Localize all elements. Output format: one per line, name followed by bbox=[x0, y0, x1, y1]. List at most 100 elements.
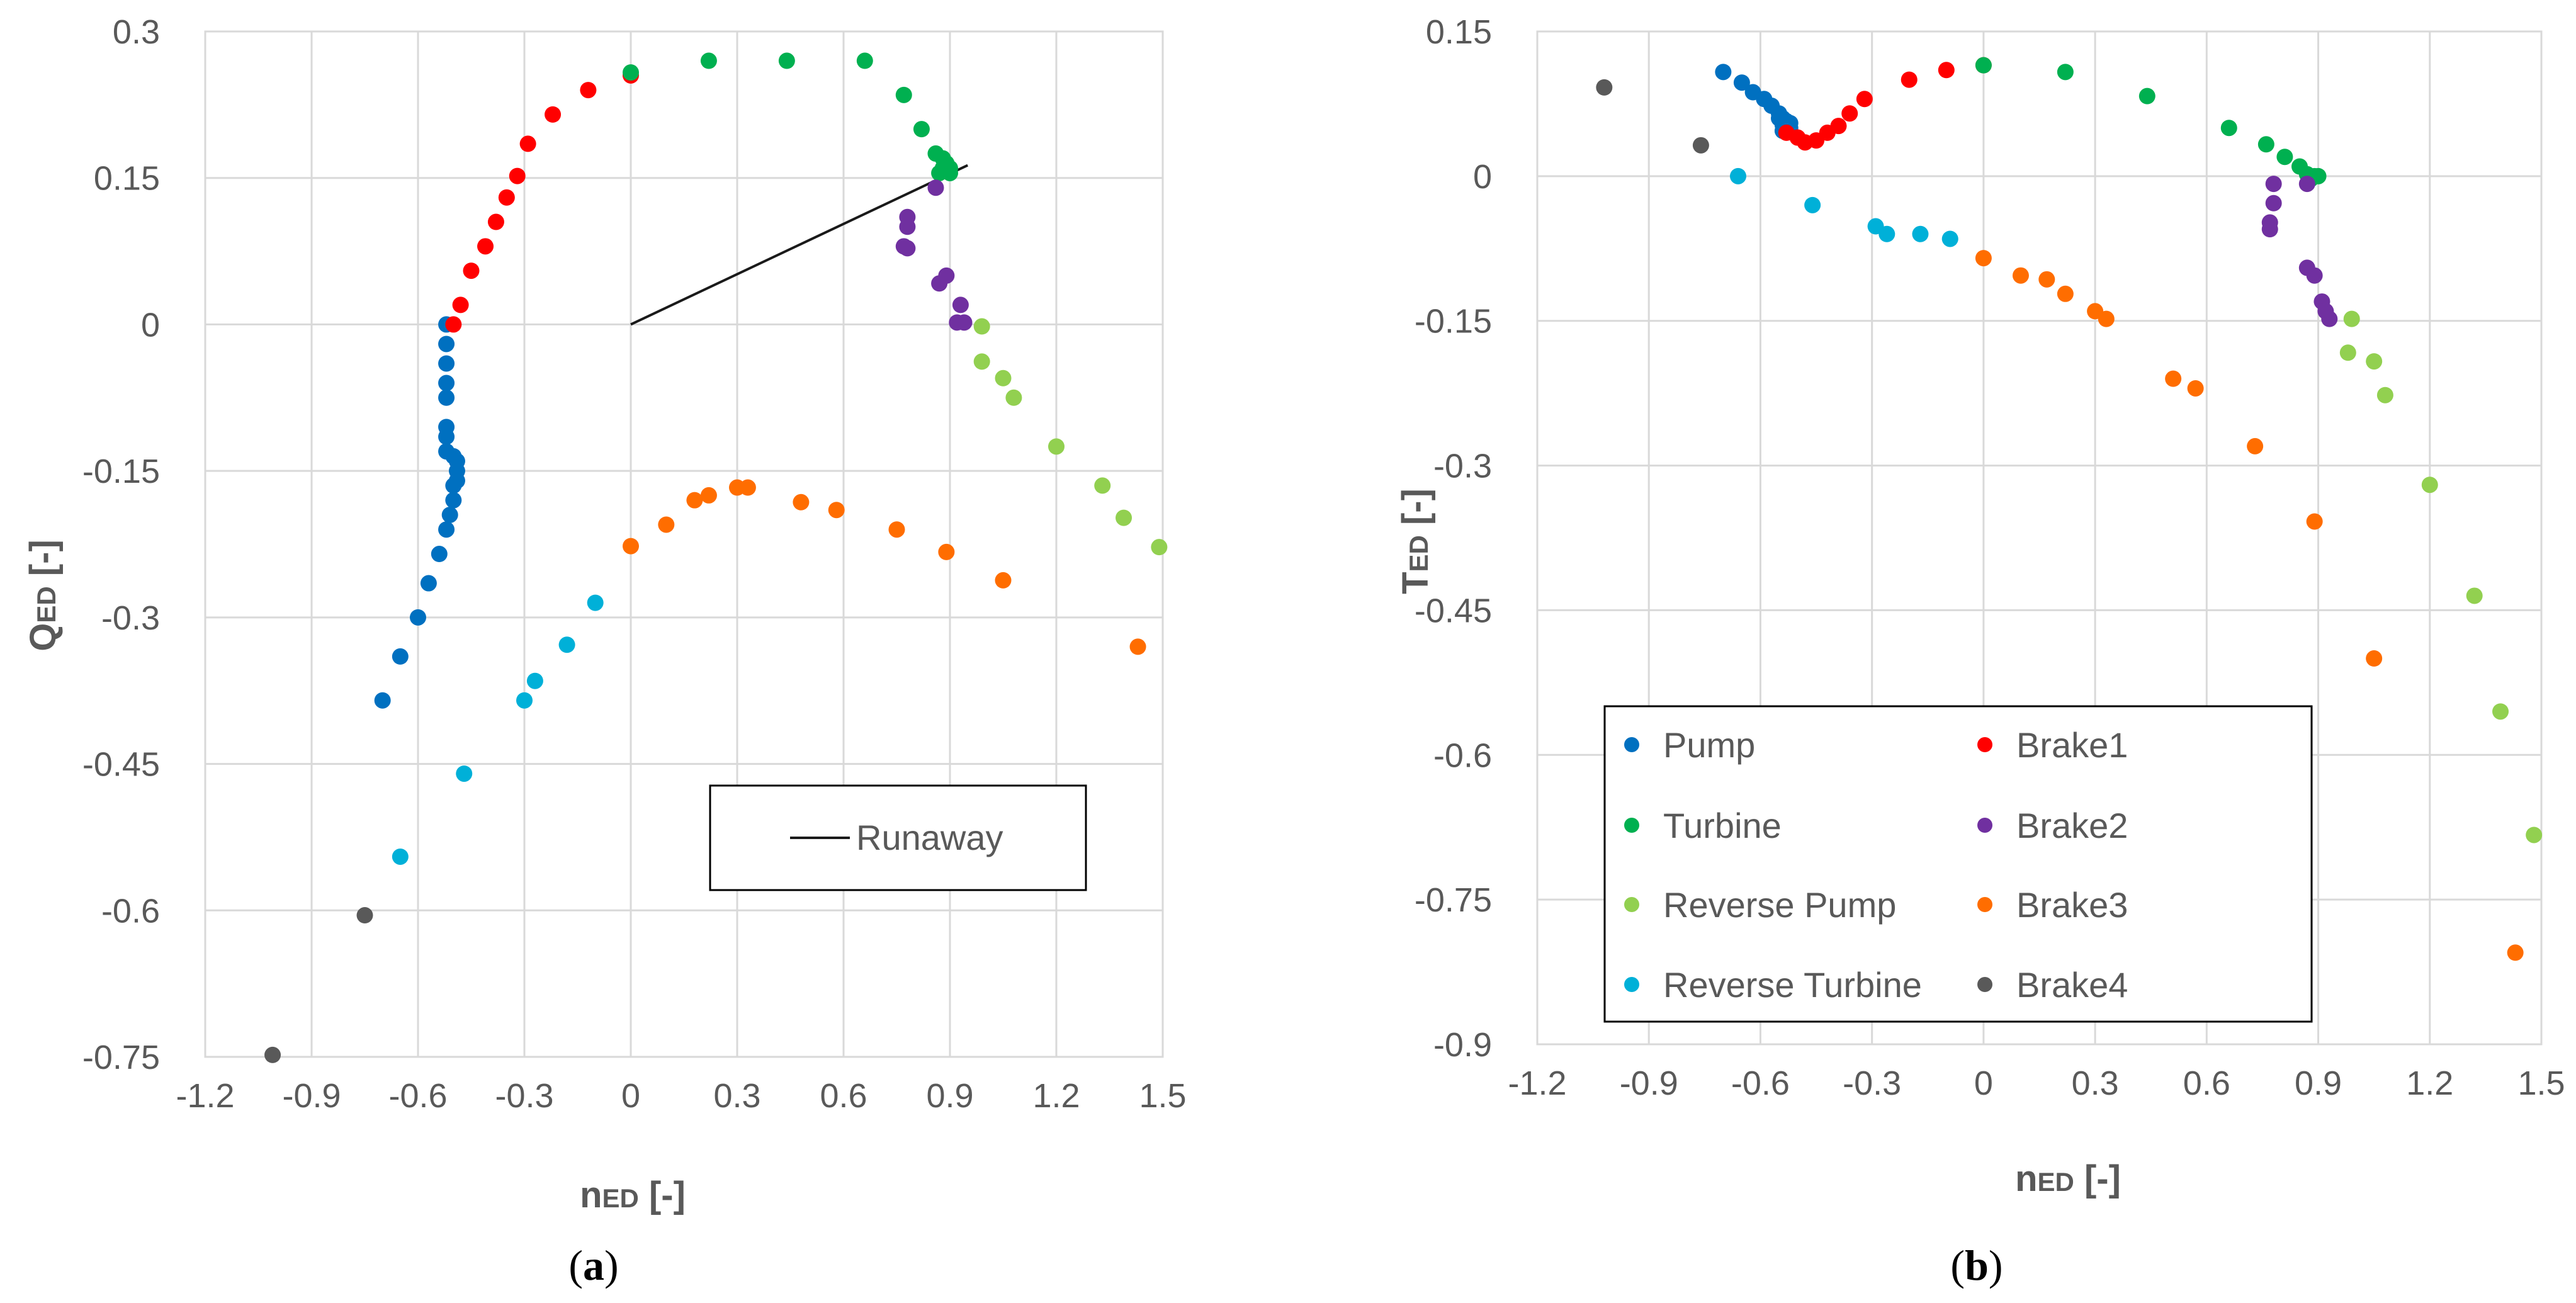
chart-b-x-axis-label-unit: [-] bbox=[2074, 1158, 2121, 1199]
chart-a-plot-frame bbox=[204, 30, 1164, 1058]
chart-b-y-tick-label: -0.45 bbox=[1415, 592, 1492, 629]
chart-b-point-brake2 bbox=[2306, 267, 2323, 284]
chart-b-point-reverse-pump bbox=[2492, 703, 2509, 720]
chart-b-x-axis-label-main: n bbox=[2015, 1158, 2037, 1199]
chart-b-y-tick-label: 0 bbox=[1473, 158, 1492, 196]
chart-a-y-tick-label: -0.3 bbox=[101, 599, 160, 637]
chart-a-x-tick-label: 0 bbox=[621, 1077, 640, 1115]
chart-a-point-brake2 bbox=[952, 296, 969, 313]
chart-b-point-brake1 bbox=[1856, 91, 1873, 108]
chart-a-point-brake1 bbox=[545, 106, 562, 123]
chart-b-point-reverse-turbine bbox=[1804, 196, 1821, 213]
chart-a-point-reverse-turbine bbox=[516, 692, 533, 709]
chart-b-point-brake4 bbox=[1692, 137, 1709, 154]
chart-a-point-pump bbox=[438, 355, 455, 372]
chart-a-point-reverse-pump bbox=[1094, 477, 1111, 494]
chart-a-point-pump bbox=[438, 375, 455, 392]
chart-b-x-tick-label: 1.5 bbox=[2517, 1064, 2565, 1102]
chart-a-ticks: -1.2 -0.9 -0.6 -0.3 0 0.3 0.6 0.9 1.2 1.5 0.3 0.15 0… bbox=[82, 13, 1187, 1115]
chart-a-x-axis-label-unit: [-] bbox=[639, 1175, 686, 1216]
chart-a-y-tick-label: -0.75 bbox=[82, 1039, 160, 1076]
chart-a-gridlines bbox=[204, 30, 1164, 1058]
chart-a-point-pump bbox=[374, 692, 391, 709]
chart-a-point-turbine bbox=[623, 64, 639, 81]
chart-b-point-turbine bbox=[2057, 64, 2074, 81]
chart-a-y-axis-label-sub: ED bbox=[31, 586, 61, 623]
chart-a-point-brake3 bbox=[1129, 638, 1146, 655]
chart-a-point-reverse-pump bbox=[973, 353, 990, 370]
chart-b-y-tick-label: -0.6 bbox=[1433, 736, 1492, 774]
chart-b-point-reverse-pump bbox=[2421, 477, 2438, 494]
chart-a-y-axis-label: QED [-] bbox=[23, 539, 64, 652]
chart-a-legend-box bbox=[709, 784, 1087, 891]
chart-a-point-turbine bbox=[913, 121, 930, 138]
chart-a-point-pump bbox=[441, 506, 458, 523]
caption-b: (b) bbox=[1950, 1241, 2003, 1289]
chart-b-point-pump bbox=[1715, 64, 1732, 81]
chart-a-point-brake3 bbox=[739, 479, 756, 496]
chart-b-x-tick-label: 0.9 bbox=[2295, 1064, 2342, 1102]
chart-a-point-pump bbox=[420, 575, 437, 592]
chart-b-x-tick-label: -1.2 bbox=[1508, 1064, 1566, 1102]
chart-a-y-axis-label-unit: [-] bbox=[23, 539, 64, 586]
chart-b-point-brake1 bbox=[1830, 118, 1847, 135]
chart-a-x-tick-label: -0.9 bbox=[282, 1077, 341, 1115]
chart-b-point-reverse-turbine bbox=[1912, 225, 1929, 242]
chart-b-x-tick-label: 0.6 bbox=[2183, 1064, 2230, 1102]
chart-a-point-brake3 bbox=[700, 487, 717, 504]
chart-b-point-brake4 bbox=[1596, 79, 1613, 96]
chart-a-point-brake1 bbox=[463, 262, 480, 279]
chart-b-x-tick-label: 1.2 bbox=[2406, 1064, 2453, 1102]
chart-b-point-reverse-turbine bbox=[1941, 230, 1958, 247]
chart-b-point-brake2 bbox=[2265, 195, 2282, 212]
chart-a-point-reverse-turbine bbox=[558, 636, 575, 653]
chart-a-point-reverse-turbine bbox=[587, 594, 604, 611]
chart-a-y-tick-label: 0 bbox=[141, 306, 160, 344]
chart-a-point-brake2 bbox=[899, 218, 916, 235]
chart-b-point-reverse-pump bbox=[2376, 386, 2393, 403]
chart-a-point-brake4 bbox=[264, 1046, 281, 1063]
chart-a-x-tick-label: 0.3 bbox=[713, 1077, 760, 1115]
chart-a-point-brake3 bbox=[888, 521, 905, 538]
chart-b-point-brake1 bbox=[1938, 62, 1955, 79]
chart-b-legend-box bbox=[1603, 705, 2313, 1023]
chart-a-point-turbine bbox=[778, 52, 795, 69]
chart-a-point-brake4 bbox=[356, 907, 373, 924]
chart-b-point-brake1 bbox=[1901, 71, 1918, 88]
chart-b-x-tick-label: -0.3 bbox=[1843, 1064, 1901, 1102]
chart-b-y-tick-label: -0.15 bbox=[1415, 303, 1492, 341]
chart-a-point-reverse-turbine bbox=[456, 765, 473, 782]
caption-b-letter: b bbox=[1965, 1241, 1989, 1289]
chart-b-point-reverse-turbine bbox=[1867, 218, 1884, 235]
chart-b-point-brake3 bbox=[2366, 650, 2383, 667]
chart-a-x-axis-label-sub: ED bbox=[602, 1183, 639, 1213]
chart-b-legend-swatch-reverse-pump bbox=[1624, 897, 1639, 912]
chart-a-point-reverse-pump bbox=[1048, 438, 1065, 455]
chart-b-legend-swatch-brake4 bbox=[1977, 977, 1992, 992]
chart-a-x-tick-label: 1.2 bbox=[1032, 1077, 1080, 1115]
chart-a-x-tick-label: -0.3 bbox=[495, 1077, 553, 1115]
chart-b-x-axis-label-sub: ED bbox=[2038, 1167, 2074, 1197]
chart-b-point-brake3 bbox=[2306, 513, 2323, 530]
chart-b-point-brake3 bbox=[2012, 267, 2029, 284]
chart-a-point-brake2 bbox=[931, 275, 948, 292]
chart-b-ticks: -1.2 -0.9 -0.6 -0.3 0 0.3 0.6 0.9 1.2 1.5 0.15 0 -0.… bbox=[1415, 13, 2565, 1102]
chart-a-legend-label-runaway: Runaway bbox=[856, 818, 1003, 857]
chart-b-point-brake3 bbox=[2507, 944, 2524, 961]
chart-a-x-axis-label-main: n bbox=[580, 1175, 602, 1216]
chart-b: -1.2 -0.9 -0.6 -0.3 0 0.3 0.6 0.9 1.2 1.5 0.15 0 -0.… bbox=[1395, 13, 2565, 1289]
chart-a: -1.2 -0.9 -0.6 -0.3 0 0.3 0.6 0.9 1.2 1.5 0.3 0.15 0… bbox=[23, 13, 1187, 1289]
chart-b-legend-swatch-turbine bbox=[1624, 818, 1639, 833]
chart-a-y-tick-label: 0.3 bbox=[113, 13, 160, 51]
caption-a-close: ) bbox=[604, 1241, 619, 1289]
chart-b-point-brake3 bbox=[2098, 310, 2115, 327]
chart-b-legend-swatch-brake2 bbox=[1977, 818, 1992, 833]
chart-b-y-tick-label: -0.9 bbox=[1433, 1026, 1492, 1064]
chart-b-legend-swatch-brake3 bbox=[1977, 897, 1992, 912]
chart-a-point-brake3 bbox=[686, 492, 703, 509]
chart-a-point-pump bbox=[438, 521, 455, 538]
chart-a-point-brake1 bbox=[519, 135, 536, 152]
chart-a-y-tick-label: -0.45 bbox=[82, 746, 160, 784]
chart-b-point-pump bbox=[1733, 74, 1750, 91]
chart-a-legend: Runaway bbox=[709, 784, 1087, 891]
